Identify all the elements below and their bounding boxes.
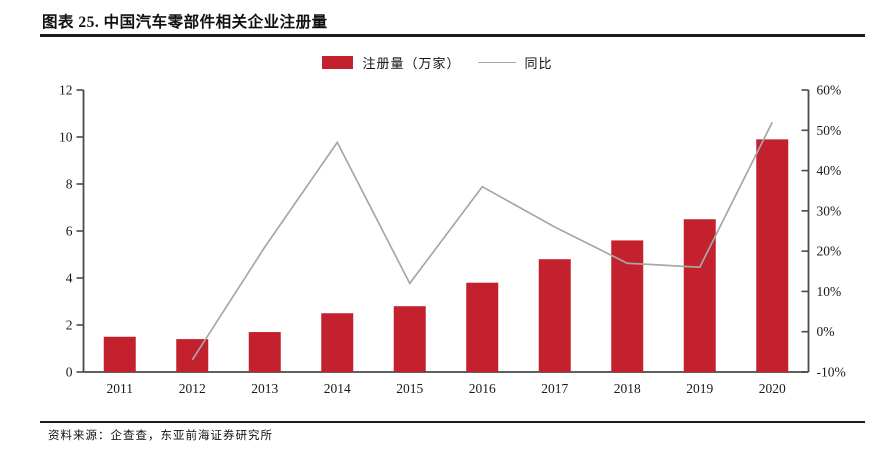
left-axis-tick-label: 2: [66, 318, 73, 333]
bar-series-legend-swatch: [322, 55, 354, 69]
x-axis-label-2014: 2014: [324, 381, 351, 396]
bar-2018: [611, 240, 644, 372]
right-axis-tick-label: 10%: [817, 284, 842, 299]
figure-title: 图表 25. 中国汽车零部件相关企业注册量: [42, 14, 328, 31]
yoy-line: [191, 121, 774, 361]
x-axis-label-2011: 2011: [107, 381, 134, 396]
line-series-legend-label: 同比: [524, 55, 553, 71]
x-axis-label-2020: 2020: [759, 381, 786, 396]
right-axis-tick-label: 20%: [817, 244, 842, 259]
right-axis-tick-label: 0%: [817, 324, 835, 339]
left-axis-tick-label: 4: [66, 271, 73, 286]
x-axis-label-2015: 2015: [396, 381, 423, 396]
right-axis-tick-label: 60%: [817, 83, 842, 98]
bar-2017: [538, 259, 571, 372]
left-axis-tick-label: 6: [66, 224, 73, 239]
bar-2015: [393, 306, 426, 372]
left-axis-tick-label: 10: [59, 130, 73, 145]
right-axis-tick-label: 50%: [817, 123, 842, 138]
left-axis-tick-label: 0: [66, 365, 73, 380]
bar-series-legend-label: 注册量（万家）: [362, 55, 461, 71]
footer-divider: [40, 421, 865, 423]
x-axis-label-2018: 2018: [614, 381, 641, 396]
bar-2016: [466, 282, 499, 372]
bar-2019: [683, 219, 716, 372]
right-axis-tick-label: 40%: [817, 163, 842, 178]
title-underline: [40, 34, 865, 37]
x-axis-label-2012: 2012: [179, 381, 206, 396]
x-axis-label-2019: 2019: [686, 381, 713, 396]
left-axis-tick-label: 8: [66, 177, 73, 192]
source-note: 资料来源：企查查，东亚前海证券研究所: [48, 430, 273, 442]
bar-2020: [756, 139, 789, 372]
line-series-legend-swatch: [477, 61, 516, 63]
x-axis-label-2017: 2017: [541, 381, 568, 396]
left-axis-tick-label: 12: [59, 83, 73, 98]
x-axis-label-2016: 2016: [469, 381, 496, 396]
bar-2013: [248, 332, 281, 372]
right-axis-tick-label: 30%: [817, 203, 842, 218]
chart-legend: 注册量（万家） 同比: [0, 52, 875, 72]
x-axis-label-2013: 2013: [251, 381, 278, 396]
bar-2014: [321, 313, 354, 372]
bar-2011: [103, 336, 136, 372]
right-axis-tick-label: -10%: [817, 365, 846, 380]
